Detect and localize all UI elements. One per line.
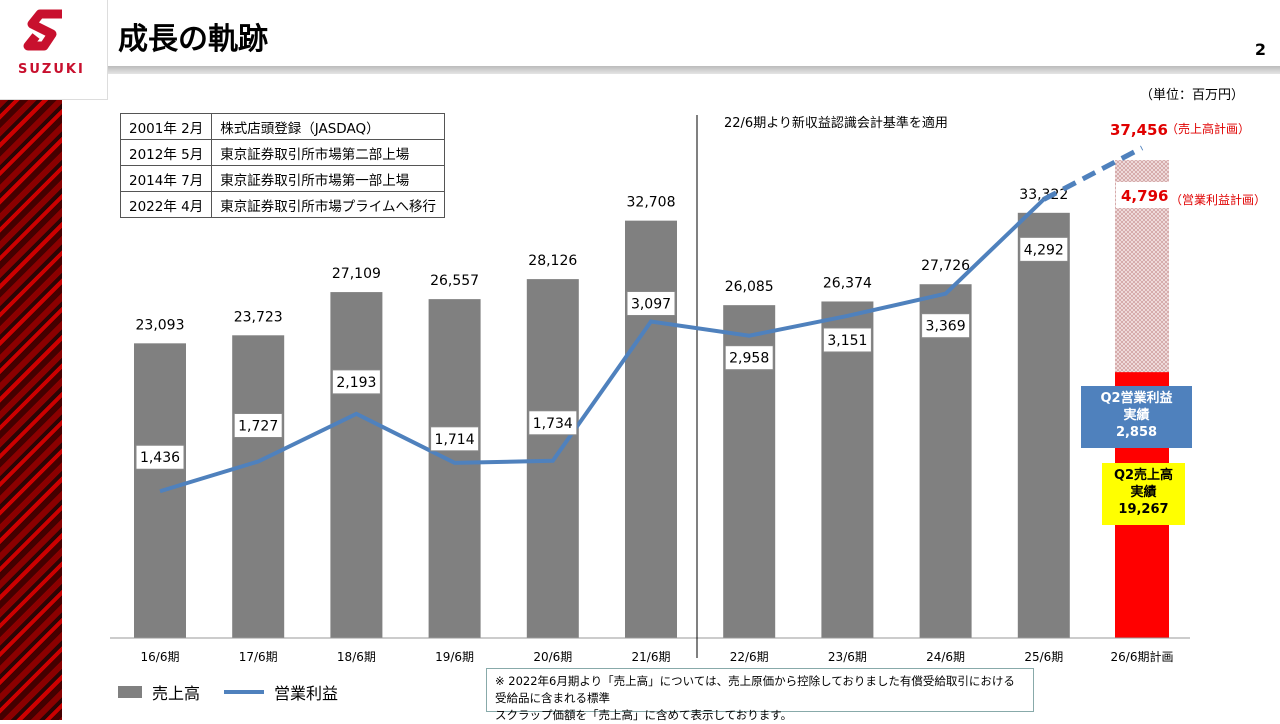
op-profit-line — [159, 197, 1046, 494]
op-label: 1,727 — [238, 419, 278, 435]
sales-bar — [232, 335, 285, 638]
history-row: 2014年 7月 東京証券取引所市場第一部上場 — [119, 165, 445, 192]
x-tick-label: 26/6期計画 — [1111, 649, 1174, 664]
header-rule — [108, 66, 1280, 74]
plan-op-value: 4,796 — [1121, 187, 1168, 205]
op-label: 2,193 — [336, 375, 376, 391]
q2-op-title: Q2営業利益 — [1100, 391, 1173, 406]
op-label: 2,958 — [729, 351, 769, 367]
op-label-box — [331, 369, 381, 395]
s-mark-icon — [23, 9, 62, 51]
op-label: 3,097 — [631, 296, 671, 312]
op-plan-dashed-line — [1042, 145, 1144, 202]
op-label: 1,734 — [533, 416, 573, 432]
q2-sales-title: Q2売上高 — [1113, 468, 1174, 483]
sales-label: 23,723 — [234, 309, 283, 325]
footnote: ※ 2022年6月期より「売上高」については、売上原価から控除しておりました有償… — [486, 668, 1034, 722]
page-number: 2 — [1254, 40, 1266, 59]
x-tick-label: 19/6期 — [435, 650, 474, 664]
sales-label: 26,557 — [430, 273, 479, 289]
sales-bar — [428, 299, 481, 638]
footnote-line: スクラップ価額を「売上高」に含めて表示しております。 — [495, 708, 793, 722]
x-tick-label: 16/6期 — [141, 650, 180, 664]
op-label-box — [528, 410, 578, 436]
op-label-box — [724, 345, 774, 371]
legend-swatch-op — [224, 690, 265, 694]
legend-swatch-sales — [118, 686, 142, 698]
q2-sales-box: Q2売上高 実績 19,267 — [1102, 463, 1185, 525]
decorative-strip — [0, 100, 62, 720]
op-label-box — [233, 413, 283, 439]
op-label-box — [822, 327, 872, 353]
page-title: 成長の軌跡 — [118, 22, 268, 57]
history-date: 2022年 4月 — [119, 191, 213, 218]
sales-bar — [919, 284, 972, 638]
history-row: 2012年 5月 東京証券取引所市場第二部上場 — [119, 139, 445, 166]
sales-label: 27,726 — [921, 258, 970, 274]
op-label: 3,151 — [827, 333, 867, 349]
x-tick-label: 21/6期 — [632, 650, 671, 664]
sales-bar — [330, 292, 383, 638]
x-tick-label: 23/6期 — [828, 650, 867, 664]
sales-bar — [821, 301, 874, 638]
sales-label: 33,322 — [1019, 187, 1068, 203]
history-event: 株式店頭登録（JASDAQ） — [211, 113, 445, 140]
op-label: 3,369 — [926, 319, 966, 335]
q2-op-profit-box: Q2営業利益 実績 2,858 — [1081, 386, 1192, 448]
logo-text: SUZUKI — [18, 62, 85, 77]
history-table: 2001年 2月 株式店頭登録（JASDAQ） 2012年 5月 東京証券取引所市場… — [119, 113, 445, 218]
sales-label: 26,374 — [823, 275, 872, 291]
plan-op-label-bg — [1116, 182, 1170, 208]
sales-label: 23,093 — [136, 317, 185, 333]
legend: 売上高 営業利益 — [118, 680, 338, 704]
legend-label-sales: 売上高 — [152, 684, 201, 703]
x-tick-label: 18/6期 — [337, 650, 376, 664]
sales-label: 26,085 — [725, 279, 774, 295]
q2-sales-value: 19,267 — [1118, 502, 1169, 517]
history-row: 2022年 4月 東京証券取引所市場プライムへ移行 — [119, 191, 445, 218]
sales-label: 32,708 — [627, 195, 676, 211]
suzuki-logo: SUZUKI — [0, 0, 108, 100]
x-tick-label: 22/6期 — [730, 650, 769, 664]
op-label-box — [1019, 236, 1069, 262]
sales-label: 28,126 — [528, 253, 577, 269]
op-label-box — [135, 444, 185, 470]
q2-op-value: 2,858 — [1115, 425, 1158, 440]
x-tick-label: 20/6期 — [533, 650, 572, 664]
history-event: 東京証券取引所市場第一部上場 — [211, 165, 445, 192]
x-tick-label: 17/6期 — [239, 650, 278, 664]
op-label-box — [430, 426, 480, 452]
legend-label-op: 営業利益 — [274, 684, 339, 703]
history-row: 2001年 2月 株式店頭登録（JASDAQ） — [119, 113, 445, 140]
history-date: 2001年 2月 — [119, 113, 213, 140]
history-date: 2012年 5月 — [119, 139, 213, 166]
q2-sales-sub: 実績 — [1130, 485, 1157, 500]
plan-sales-caption: （売上高計画） — [1166, 121, 1250, 136]
accounting-note: 22/6期より新収益認識会計基準を適用 — [724, 116, 948, 131]
x-tick-label: 24/6期 — [926, 650, 965, 664]
plan-sales-value: 37,456 — [1110, 121, 1168, 139]
plan-op-caption: （営業利益計画） — [1170, 192, 1266, 207]
sales-label: 27,109 — [332, 266, 381, 282]
history-date: 2014年 7月 — [119, 165, 213, 192]
op-label-box — [626, 290, 676, 316]
sales-bar — [1017, 212, 1070, 638]
x-tick-label: 25/6期 — [1024, 650, 1063, 664]
footnote-line: ※ 2022年6月期より「売上高」については、売上原価から控除しておりました有償… — [495, 674, 1015, 705]
op-label: 4,292 — [1024, 242, 1064, 258]
history-event: 東京証券取引所市場プライムへ移行 — [211, 191, 445, 218]
op-label: 1,436 — [140, 450, 180, 466]
sales-bar — [625, 220, 677, 638]
unit-label: （単位：百万円） — [1140, 88, 1245, 103]
history-event: 東京証券取引所市場第二部上場 — [211, 139, 445, 166]
op-label-box — [921, 313, 971, 339]
q2-op-sub: 実績 — [1123, 408, 1150, 423]
op-label: 1,714 — [435, 432, 475, 448]
